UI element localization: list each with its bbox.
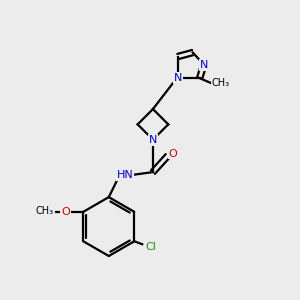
Text: N: N bbox=[149, 135, 157, 145]
Text: N: N bbox=[200, 60, 208, 70]
Text: HN: HN bbox=[117, 170, 133, 180]
Text: O: O bbox=[61, 207, 70, 217]
Text: Cl: Cl bbox=[145, 242, 156, 252]
Text: O: O bbox=[169, 148, 177, 158]
Text: CH₃: CH₃ bbox=[212, 79, 230, 88]
Text: CH₃: CH₃ bbox=[36, 206, 54, 216]
Text: N: N bbox=[174, 73, 182, 83]
